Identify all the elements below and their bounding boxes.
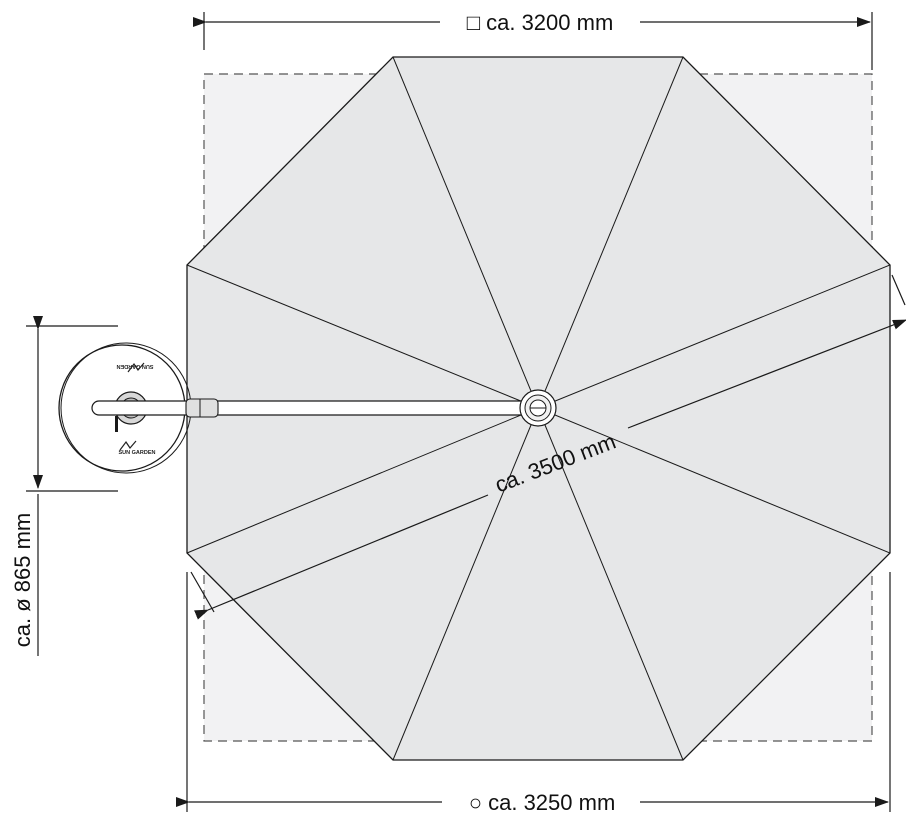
label-round-width: ○ ca. 3250 mm	[469, 790, 616, 815]
label-square-width: □ ca. 3200 mm	[467, 10, 614, 35]
umbrella-arm	[91, 398, 533, 418]
logo-swoosh-bottom-icon	[119, 440, 137, 451]
logo-swoosh-top-icon	[127, 362, 145, 373]
dimension-square-width	[193, 12, 873, 70]
dimension-diagonal	[190, 274, 906, 620]
dimension-base-diameter	[26, 316, 118, 656]
crank-handle	[115, 416, 118, 432]
canopy-hub	[519, 389, 557, 427]
dimension-round-width	[176, 572, 891, 812]
base-logo-bottom: SUN GARDEN	[119, 450, 156, 456]
label-base-diameter: ca. ø 865 mm	[10, 513, 35, 647]
canopy-ribs	[186, 56, 891, 761]
